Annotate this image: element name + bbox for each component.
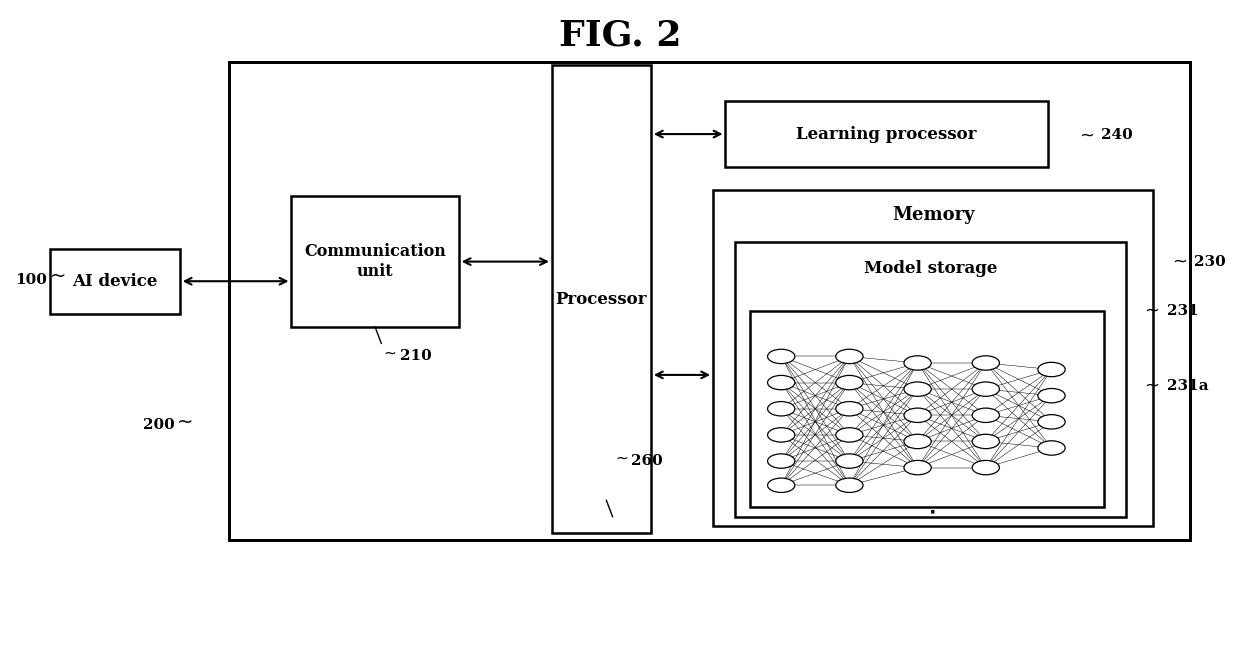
Circle shape bbox=[904, 460, 931, 475]
Circle shape bbox=[972, 434, 999, 449]
Text: 200: 200 bbox=[143, 418, 175, 432]
Text: 260: 260 bbox=[631, 454, 663, 468]
Circle shape bbox=[768, 478, 795, 492]
Bar bbox=[713, 190, 1153, 526]
Text: AI device: AI device bbox=[72, 273, 157, 290]
Circle shape bbox=[768, 402, 795, 416]
Text: ~: ~ bbox=[177, 412, 193, 432]
Circle shape bbox=[836, 349, 863, 364]
Circle shape bbox=[972, 356, 999, 370]
Text: 231a: 231a bbox=[1167, 379, 1209, 393]
Bar bbox=[552, 65, 651, 533]
Text: ~: ~ bbox=[384, 346, 397, 360]
Circle shape bbox=[972, 460, 999, 475]
Text: ~: ~ bbox=[1145, 377, 1159, 395]
Circle shape bbox=[836, 375, 863, 390]
Text: ~: ~ bbox=[50, 267, 66, 286]
Circle shape bbox=[1038, 415, 1065, 429]
Bar bbox=[750, 311, 1104, 507]
Circle shape bbox=[768, 375, 795, 390]
Bar bbox=[50, 249, 180, 314]
Text: Communication
unit: Communication unit bbox=[304, 243, 446, 280]
Circle shape bbox=[768, 428, 795, 442]
Bar bbox=[725, 101, 1048, 167]
Circle shape bbox=[904, 382, 931, 396]
Circle shape bbox=[836, 428, 863, 442]
Text: 240: 240 bbox=[1101, 128, 1133, 143]
Circle shape bbox=[836, 454, 863, 468]
Circle shape bbox=[768, 349, 795, 364]
Text: ~: ~ bbox=[1172, 252, 1187, 271]
Text: 231: 231 bbox=[1167, 303, 1199, 318]
Text: ~: ~ bbox=[1145, 301, 1159, 320]
Circle shape bbox=[904, 356, 931, 370]
Text: 230: 230 bbox=[1194, 254, 1226, 269]
Text: Memory: Memory bbox=[892, 205, 975, 224]
Bar bbox=[291, 196, 459, 327]
Text: Processor: Processor bbox=[556, 291, 647, 307]
Circle shape bbox=[1038, 362, 1065, 377]
Text: FIG. 2: FIG. 2 bbox=[559, 19, 681, 53]
Circle shape bbox=[1038, 441, 1065, 455]
Text: 100: 100 bbox=[15, 273, 47, 287]
Circle shape bbox=[836, 478, 863, 492]
Circle shape bbox=[972, 382, 999, 396]
Bar bbox=[229, 62, 1190, 540]
Circle shape bbox=[904, 434, 931, 449]
Circle shape bbox=[904, 408, 931, 422]
Text: Learning processor: Learning processor bbox=[796, 126, 977, 143]
Text: Model storage: Model storage bbox=[864, 260, 997, 277]
Text: ⋮: ⋮ bbox=[924, 497, 942, 517]
Text: 210: 210 bbox=[399, 349, 432, 364]
Circle shape bbox=[1038, 388, 1065, 403]
Circle shape bbox=[768, 454, 795, 468]
Text: ~: ~ bbox=[615, 451, 627, 465]
Circle shape bbox=[972, 408, 999, 422]
Text: ~: ~ bbox=[1079, 126, 1094, 145]
Circle shape bbox=[836, 402, 863, 416]
Bar bbox=[735, 242, 1126, 517]
